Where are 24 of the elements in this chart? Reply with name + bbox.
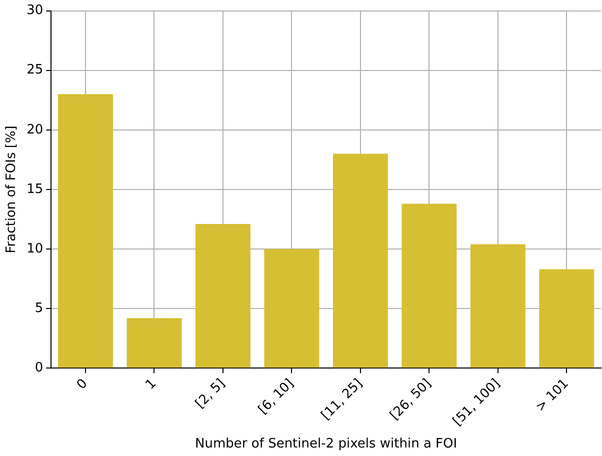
x-tick-label: > 101 xyxy=(533,376,572,416)
bar xyxy=(402,204,457,368)
bar xyxy=(332,154,388,368)
x-tick-label: [6, 10] xyxy=(256,376,297,418)
bar xyxy=(126,318,182,368)
y-tick-label: 5 xyxy=(34,300,44,316)
x-tick-label: 1 xyxy=(142,376,160,393)
x-tick-label: [2, 5] xyxy=(192,376,228,412)
y-tick-label: 15 xyxy=(26,182,44,197)
x-tick-label: [26, 50] xyxy=(387,376,434,424)
y-tick-label: 20 xyxy=(26,122,44,138)
x-axis-title: Number of Sentinel-2 pixels within a FOI xyxy=(195,436,458,452)
x-tick-label: 0 xyxy=(74,376,91,393)
y-tick-label: 10 xyxy=(26,241,44,256)
y-tick-label: 30 xyxy=(26,3,44,18)
bar xyxy=(539,269,594,368)
bar xyxy=(195,224,250,368)
bar xyxy=(470,244,526,368)
y-tick-label: 25 xyxy=(26,62,44,78)
bar xyxy=(58,94,113,368)
y-tick-label: 0 xyxy=(34,360,44,376)
x-tick-label: [11, 25] xyxy=(318,376,366,424)
y-axis-title: Fraction of FOIs [%] xyxy=(4,126,20,254)
bar xyxy=(264,249,320,368)
